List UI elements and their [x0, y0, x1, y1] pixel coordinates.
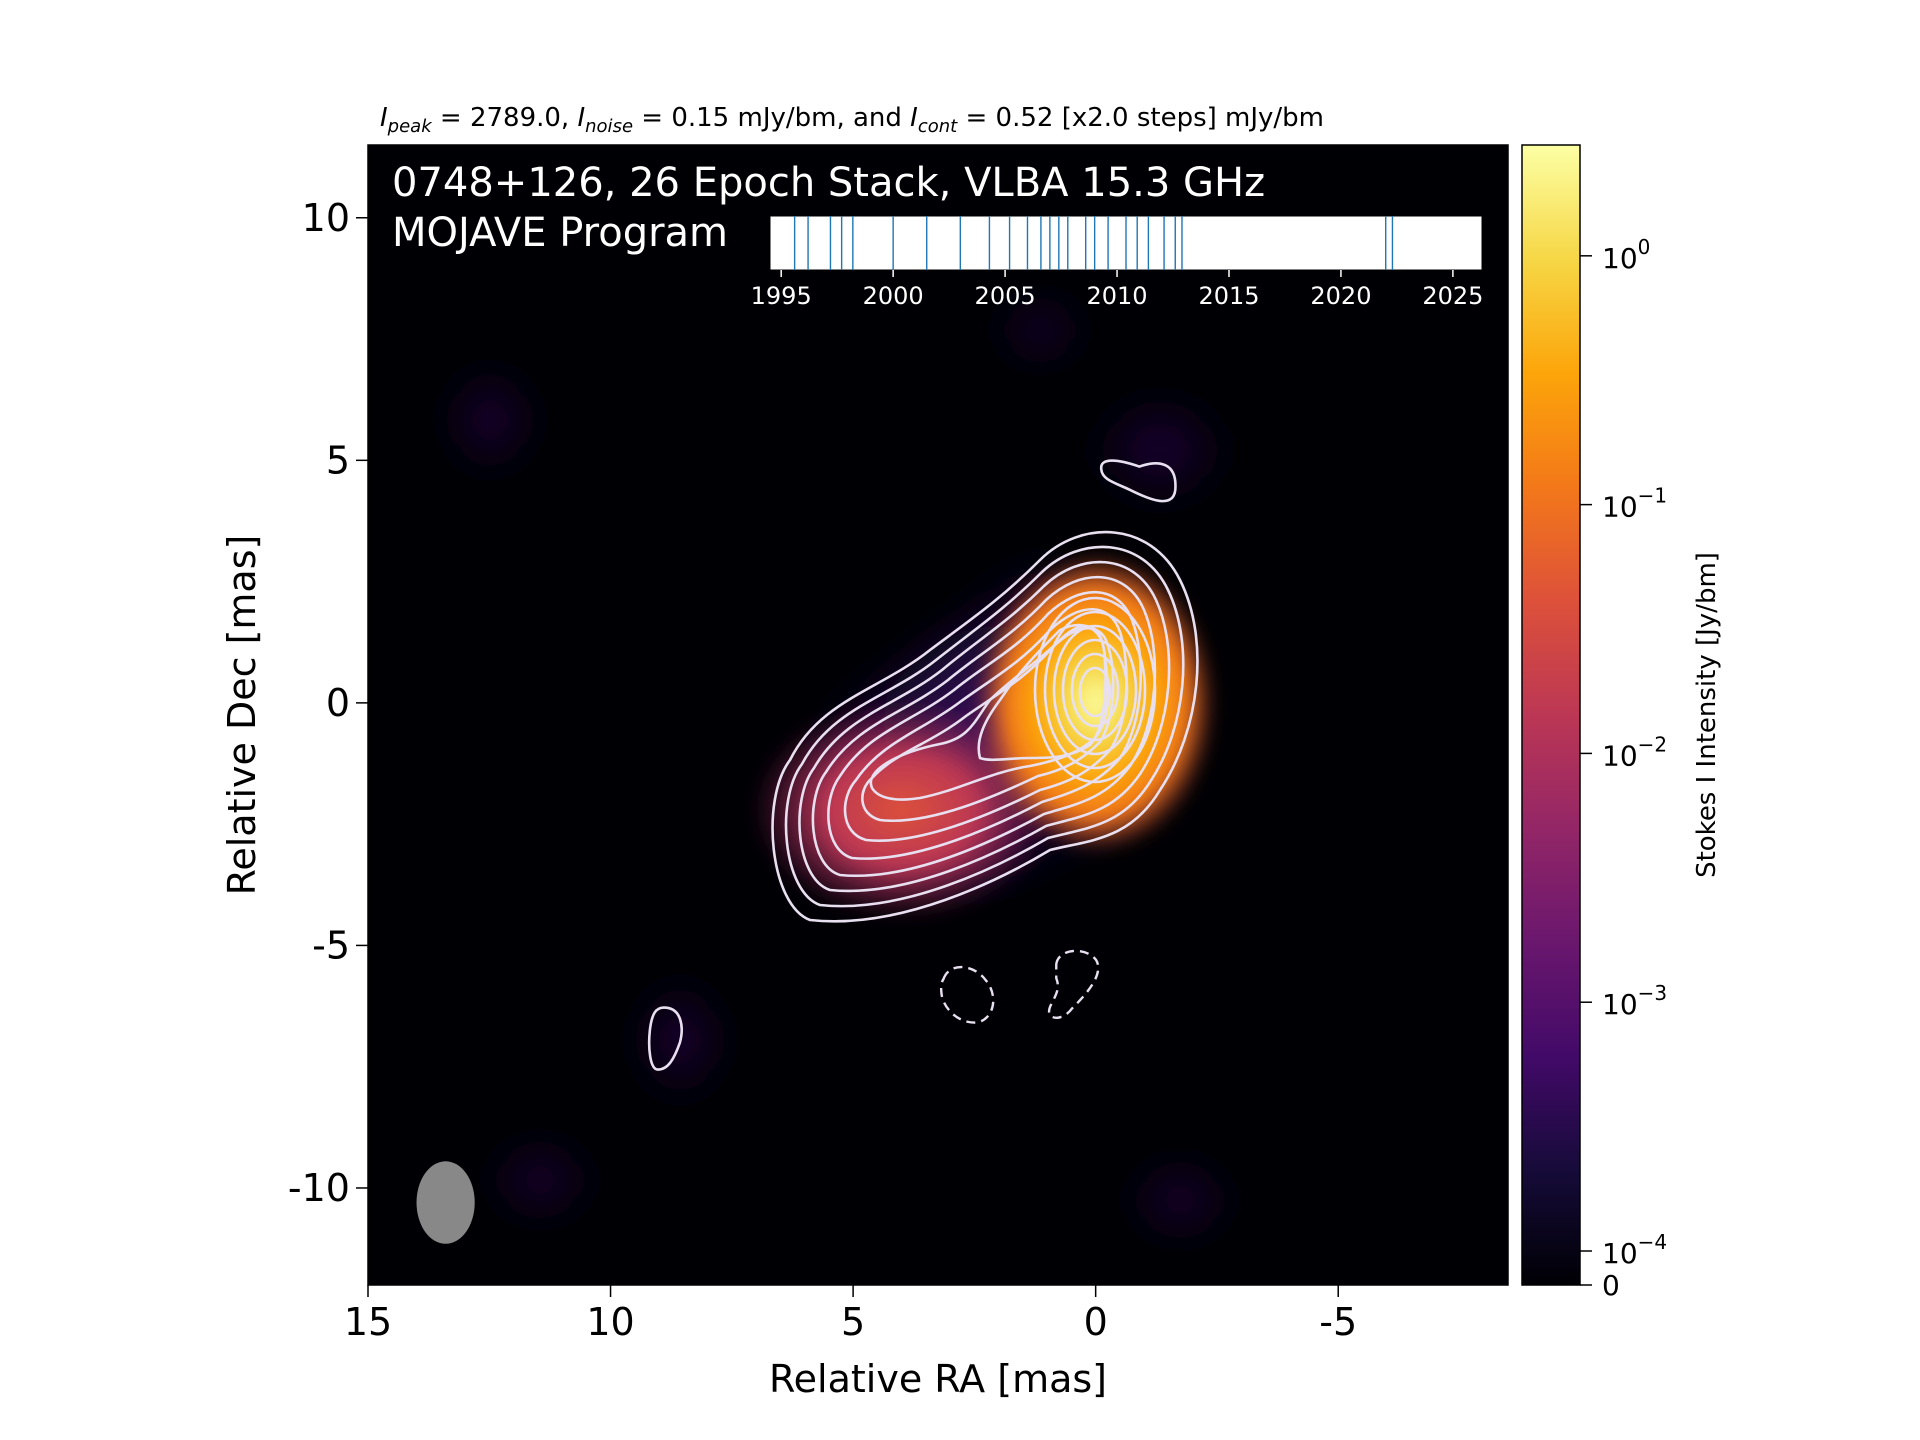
- contour-level: [977, 623, 1107, 762]
- chart-title: 0748+126, 26 Epoch Stack, VLBA 15.3 GHz: [392, 160, 1265, 206]
- negative-contour: [939, 965, 995, 1024]
- contour-level: [784, 545, 1185, 908]
- colorbar-tick-label: 10−1: [1602, 484, 1667, 524]
- y-tick-label: 5: [326, 438, 350, 482]
- timeline-tick-label: 2025: [1422, 282, 1483, 310]
- y-axis-ticks: 10 5 0 -5 -10: [288, 196, 368, 1210]
- colorbar: 100 10−1 10−2 10−3 10−40 Stokes I Intensity …: [1521, 144, 1722, 1302]
- colorbar-tick-label: 10−3: [1602, 981, 1667, 1021]
- x-axis-ticks: 15 10 5 0 -5: [344, 1285, 1357, 1344]
- timeline-tick-label: 2010: [1087, 282, 1148, 310]
- contour-level: [811, 575, 1157, 878]
- isolated-contours: [647, 459, 1177, 1071]
- noise-patch: [1110, 1150, 1250, 1250]
- isolated-contour: [647, 1006, 683, 1071]
- contour-level: [1052, 624, 1138, 756]
- contour-level: [798, 560, 1171, 893]
- timeline-tick-label: 2015: [1198, 282, 1259, 310]
- image-plot: 0748+126, 26 Epoch Stack, VLBA 15.3 GHz …: [288, 144, 1509, 1344]
- contour-level: [843, 608, 1128, 842]
- timeline-tick-label: 2000: [863, 282, 924, 310]
- y-tick-label: 10: [302, 196, 350, 240]
- colorbar-label: Stokes I Intensity [Jy/bm]: [1692, 552, 1722, 878]
- contour-level: [827, 590, 1143, 860]
- noise-patch: [470, 1130, 610, 1230]
- x-axis-label: Relative RA [mas]: [769, 1357, 1107, 1401]
- colorbar-tick-label: 10−2: [1602, 732, 1667, 772]
- epoch-lines: [793, 216, 1394, 270]
- x-tick-label: 0: [1084, 1300, 1108, 1344]
- y-axis-label: Relative Dec [mas]: [220, 535, 264, 896]
- beam-ellipse: [416, 1161, 475, 1244]
- chart-title-program: MOJAVE Program: [392, 210, 728, 256]
- noise-patch: [430, 350, 550, 490]
- epoch-timeline: 1995 2000 2005 2010 2015 2020 2025: [751, 215, 1483, 310]
- contour-level: [1070, 652, 1120, 728]
- colorbar-tick-label: 10−4: [1602, 1230, 1667, 1270]
- x-tick-label: -5: [1319, 1300, 1357, 1344]
- colorbar-gradient: [1521, 144, 1581, 1286]
- contour-level: [1061, 638, 1129, 742]
- timeline-tick-label: 2020: [1310, 282, 1371, 310]
- isolated-contour: [1100, 459, 1177, 503]
- colorbar-tick-label: 0: [1602, 1269, 1620, 1302]
- y-tick-label: -5: [312, 923, 350, 967]
- timeline-ticks: 1995 2000 2005 2010 2015 2020 2025: [751, 270, 1483, 310]
- plot-frame: [367, 144, 1509, 1286]
- contour-level: [1033, 596, 1157, 784]
- contour-level: [1043, 610, 1147, 770]
- emission-map: [416, 290, 1250, 1250]
- contour-level: [1078, 666, 1112, 718]
- chart-subtitle: Ipeak = 2789.0, Inoise = 0.15 mJy/bm, an…: [380, 103, 1324, 137]
- x-tick-label: 5: [841, 1300, 865, 1344]
- colorbar-tick-label: 100: [1602, 235, 1650, 275]
- y-tick-label: 0: [326, 681, 350, 725]
- noise-patch: [980, 290, 1100, 370]
- negative-contour: [1047, 949, 1100, 1019]
- colorbar-ticks: 100 10−1 10−2 10−3 10−40: [1580, 235, 1667, 1302]
- noise-patch: [1070, 380, 1250, 520]
- x-tick-label: 10: [586, 1300, 634, 1344]
- negative-contours: [939, 949, 1100, 1024]
- y-tick-label: -10: [288, 1166, 350, 1210]
- timeline-tick-label: 1995: [751, 282, 812, 310]
- contour-level: [771, 530, 1199, 923]
- x-tick-label: 15: [344, 1300, 392, 1344]
- contours: [771, 530, 1199, 923]
- timeline-tick-label: 2005: [975, 282, 1036, 310]
